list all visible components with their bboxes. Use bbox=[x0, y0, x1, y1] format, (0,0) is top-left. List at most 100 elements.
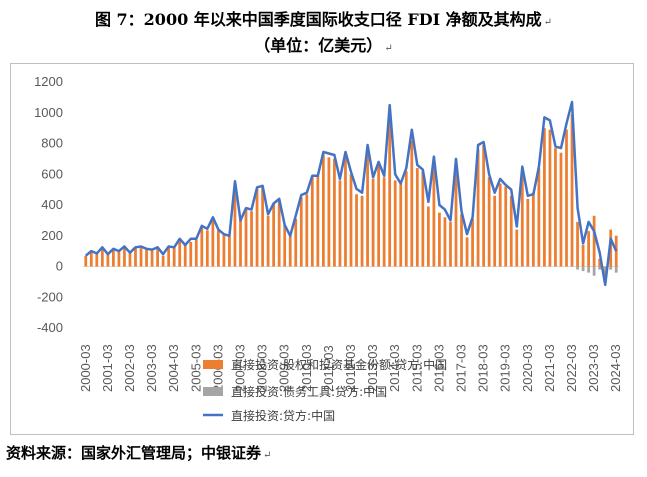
x-tick-label: 2023-03 bbox=[586, 344, 601, 392]
equity-bar bbox=[84, 255, 88, 267]
x-tick-label: 2024-03 bbox=[608, 344, 623, 392]
equity-bar bbox=[531, 192, 535, 267]
y-tick-label: 0 bbox=[56, 259, 63, 274]
legend-debt-swatch bbox=[203, 387, 223, 396]
debt-bar bbox=[587, 266, 590, 273]
equity-bar bbox=[543, 128, 546, 267]
equity-bar bbox=[576, 221, 579, 267]
equity-bar bbox=[498, 183, 502, 267]
legend-label: 直接投资:债务工具:贷方:中国 bbox=[231, 384, 387, 399]
equity-bar bbox=[465, 237, 469, 267]
equity-bar bbox=[310, 177, 314, 267]
x-tick-label: 2002-03 bbox=[122, 344, 137, 392]
equity-bar bbox=[172, 248, 176, 267]
equity-bar bbox=[360, 195, 364, 267]
equity-bar bbox=[438, 212, 441, 267]
return-mark-icon: ↵ bbox=[543, 17, 553, 28]
equity-bar bbox=[333, 158, 336, 267]
x-tick-label: 2007-03 bbox=[232, 344, 247, 392]
equity-bar bbox=[432, 163, 436, 267]
return-mark-icon: ↵ bbox=[263, 450, 272, 461]
return-mark-icon: ↵ bbox=[384, 43, 393, 54]
equity-bar bbox=[139, 248, 143, 267]
equity-bar bbox=[239, 219, 242, 267]
equity-bar bbox=[95, 253, 99, 267]
x-tick-label: 2003-03 bbox=[144, 344, 159, 392]
equity-bar bbox=[178, 241, 182, 267]
equity-bar bbox=[294, 218, 298, 267]
equity-bar bbox=[100, 248, 104, 267]
equity-bar bbox=[371, 178, 375, 267]
x-tick-label: 2011-03 bbox=[321, 345, 336, 392]
x-tick-label: 2001-03 bbox=[100, 344, 115, 392]
equity-bar bbox=[526, 198, 530, 267]
legend-label: 直接投资:贷方:中国 bbox=[231, 408, 335, 423]
y-tick-label: 1200 bbox=[34, 74, 63, 89]
equity-bar bbox=[106, 253, 110, 267]
y-tick-label: 400 bbox=[41, 197, 63, 212]
source-text: 资料来源：国家外汇管理局；中银证券 bbox=[6, 444, 262, 462]
equity-bar bbox=[283, 224, 287, 267]
x-tick-label: 2000-03 bbox=[78, 344, 93, 392]
equity-bar bbox=[150, 250, 154, 267]
equity-bar bbox=[250, 211, 253, 267]
x-tick-label: 2012-03 bbox=[343, 344, 358, 392]
debt-bar bbox=[592, 266, 596, 276]
equity-bar bbox=[217, 230, 220, 267]
debt-bar bbox=[576, 266, 579, 270]
equity-bar bbox=[123, 247, 126, 267]
equity-bar bbox=[211, 220, 215, 267]
equity-bar bbox=[156, 248, 159, 267]
equity-bar bbox=[454, 166, 458, 267]
equity-bar bbox=[327, 157, 331, 267]
equity-bar bbox=[377, 165, 381, 267]
chart-unit: （单位：亿美元） ↵ bbox=[0, 32, 647, 56]
equity-bar bbox=[404, 171, 408, 267]
y-tick-label: 200 bbox=[41, 228, 63, 243]
equity-bar bbox=[471, 218, 474, 267]
equity-bar bbox=[344, 154, 347, 267]
equity-bar bbox=[266, 215, 270, 267]
equity-bar bbox=[161, 255, 165, 267]
x-tick-label: 2016-03 bbox=[431, 344, 446, 392]
equity-bar bbox=[338, 180, 342, 267]
equity-bar bbox=[410, 140, 414, 267]
equity-bar bbox=[415, 168, 419, 267]
y-tick-label: -200 bbox=[37, 289, 63, 304]
equity-bar bbox=[399, 183, 403, 267]
equity-bar bbox=[233, 185, 237, 267]
equity-bar bbox=[509, 195, 513, 267]
equity-bar bbox=[321, 154, 325, 267]
equity-bar bbox=[288, 235, 292, 267]
equity-bar bbox=[570, 114, 574, 267]
equity-bar bbox=[349, 174, 353, 267]
chart-title-text: 图 7：2000 年以来中国季度国际收支口径 FDI 净额及其构成 bbox=[94, 10, 542, 29]
y-tick-label: -400 bbox=[37, 320, 63, 335]
y-tick-label: 600 bbox=[41, 166, 63, 181]
equity-bar bbox=[299, 197, 303, 267]
x-tick-label: 2010-03 bbox=[299, 344, 314, 392]
equity-bar bbox=[89, 251, 93, 267]
equity-bar bbox=[388, 120, 392, 267]
x-tick-label: 2008-03 bbox=[255, 344, 270, 392]
equity-bar bbox=[520, 172, 524, 267]
equity-bar bbox=[504, 186, 508, 267]
y-tick-label: 1000 bbox=[34, 105, 63, 120]
x-tick-label: 2014-03 bbox=[387, 344, 402, 392]
equity-bar bbox=[493, 195, 497, 267]
equity-bar bbox=[460, 214, 463, 267]
equity-bar bbox=[565, 129, 568, 267]
total-line bbox=[84, 100, 618, 287]
equity-bar bbox=[305, 194, 309, 267]
equity-bar bbox=[537, 168, 541, 267]
equity-bar bbox=[587, 231, 590, 267]
equity-bar bbox=[272, 203, 276, 267]
equity-bar bbox=[598, 258, 602, 267]
chart-frame: 1200 1000 800 600 400 200 0 -200 -400 2000-03 2001… bbox=[10, 63, 634, 435]
debt-bar bbox=[609, 266, 613, 270]
equity-bar bbox=[183, 244, 187, 267]
x-tick-label: 2021-03 bbox=[542, 344, 557, 392]
equity-bar bbox=[426, 206, 430, 267]
equity-bar bbox=[261, 187, 264, 267]
x-tick-label: 2020-03 bbox=[520, 344, 535, 392]
